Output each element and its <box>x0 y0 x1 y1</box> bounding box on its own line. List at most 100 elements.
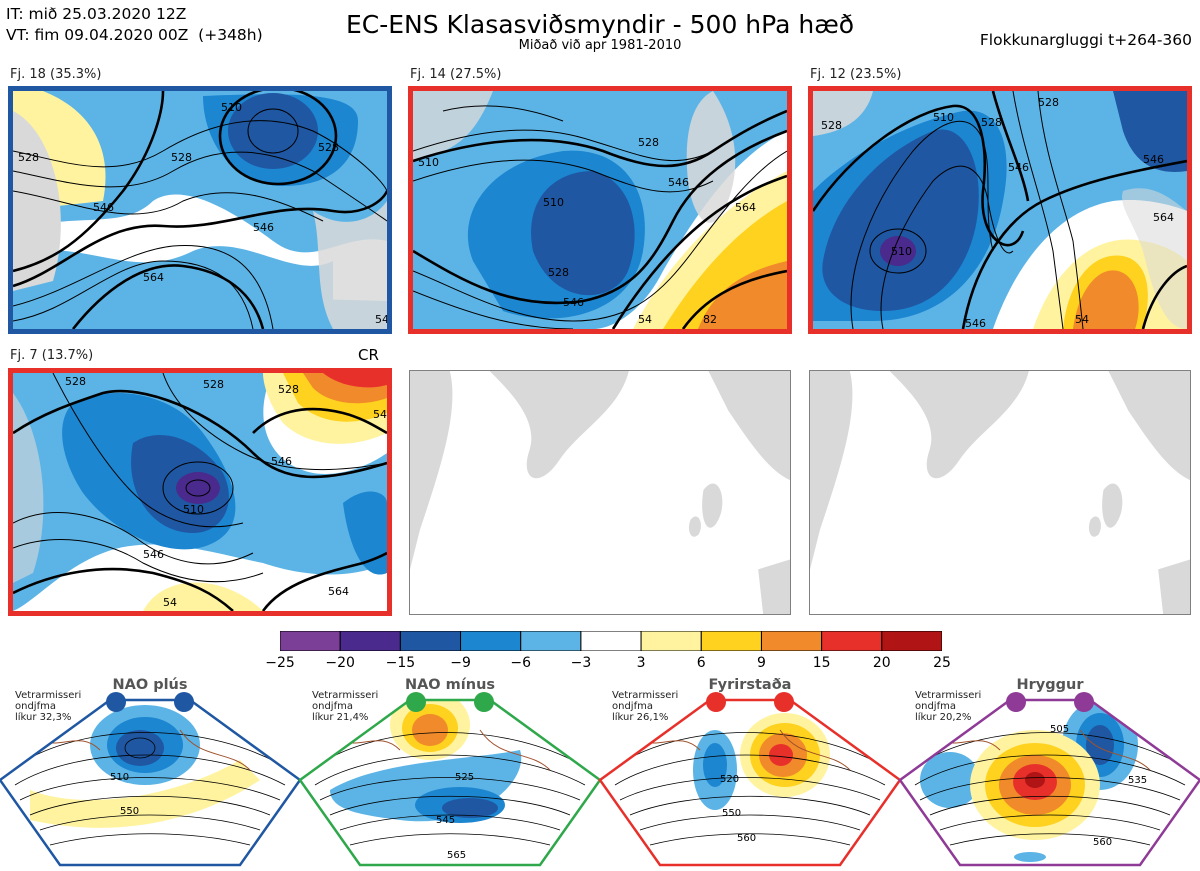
clustering-window: Flokkunargluggi t+264-360 <box>979 31 1192 49</box>
valid-time: VT: fim 09.04.2020 00Z (+348h) <box>6 26 263 44</box>
colorbar-svg <box>280 631 942 651</box>
regime-title-nao-minus: NAO mínus <box>404 677 496 693</box>
colorbar-tick-label: 20 <box>872 655 891 671</box>
colorbar-tick-label: −9 <box>450 655 471 671</box>
contour-label: 564 <box>1153 211 1174 224</box>
regime-contour-label: 560 <box>737 833 756 844</box>
regime-contour-label: 550 <box>722 808 741 819</box>
colorbar-swatch <box>760 631 823 651</box>
cluster-map-3-svg: 528 510 528 528 546 564 546 546 510 54 <box>813 91 1187 329</box>
contour-label: 510 <box>418 156 439 169</box>
contour-label: 528 <box>65 375 86 388</box>
contour-label: 564 <box>735 201 756 214</box>
regime-dot <box>1074 692 1094 712</box>
cluster-map-4: 528 510 528 546 546 564 54 528 54 <box>8 368 392 616</box>
regime-dot <box>774 692 794 712</box>
colorbar-tick-label: 9 <box>756 655 766 671</box>
empty-map-2-svg <box>810 371 1190 614</box>
colorbar-swatch <box>280 631 341 651</box>
regime-map-blocking <box>600 700 900 865</box>
colorbar-tick-label: 3 <box>636 655 646 671</box>
cluster-label-4: Fj. 7 (13.7%) <box>10 348 94 363</box>
regime-dot <box>474 692 494 712</box>
regime-contour-label: 520 <box>720 774 739 785</box>
regime-contour-label: 560 <box>1093 837 1112 848</box>
regime-dot <box>706 692 726 712</box>
contour-label: 546 <box>1008 161 1029 174</box>
colorbar-tick-label: 25 <box>933 655 951 671</box>
page-subtitle: Miðað við apr 1981-2010 <box>518 38 682 53</box>
colorbar-tick-label: −3 <box>570 655 592 671</box>
cluster-map-3: 528 510 528 528 546 564 546 546 510 54 <box>808 86 1192 334</box>
colorbar-swatch <box>339 631 401 651</box>
contour-label: 54 <box>1075 313 1089 326</box>
cluster-label-2: Fj. 14 (27.5%) <box>410 67 502 82</box>
contour-label: 54 <box>638 313 652 326</box>
cluster-label-3: Fj. 12 (23.5%) <box>810 67 902 82</box>
contour-label: 54 <box>373 408 387 421</box>
contour-label: 546 <box>93 201 114 214</box>
contour-label: 82 <box>703 313 717 326</box>
contour-label: 528 <box>18 151 39 164</box>
cluster-map-2: 510 528 546 546 510 528 564 82 54 <box>408 86 792 334</box>
colorbar-swatch <box>700 631 762 651</box>
colorbar-swatch <box>520 631 582 651</box>
contour-label: 510 <box>543 196 564 209</box>
contour-label: 528 <box>638 136 659 149</box>
colorbar-tick-label: −6 <box>510 655 532 671</box>
cluster-label-1: Fj. 18 (35.3%) <box>10 67 102 82</box>
contour-label: 54 <box>375 313 387 326</box>
contour-label: 54 <box>163 596 177 609</box>
regime-title-ridge: Hryggur <box>1016 677 1084 693</box>
regime-contour-label: 565 <box>447 850 466 861</box>
contour-label: 528 <box>981 116 1002 129</box>
contour-label: 546 <box>965 317 986 329</box>
contour-label: 564 <box>143 271 164 284</box>
colorbar-swatch <box>460 631 522 651</box>
regime-dot <box>406 692 426 712</box>
colorbar-tick-label: −20 <box>325 655 355 671</box>
regime-dot <box>1006 692 1026 712</box>
colorbar-swatch <box>821 631 883 651</box>
regime-title-nao-plus: NAO plús <box>112 677 188 693</box>
colorbar-swatch <box>399 631 462 651</box>
colorbar <box>280 631 942 651</box>
regime-contour-label: 525 <box>455 772 474 783</box>
cluster-map-4-svg: 528 510 528 546 546 564 54 528 54 <box>13 373 387 611</box>
page-title: EC-ENS Klasasviðsmyndir - 500 hPa hæð <box>345 10 855 39</box>
cluster-map-1-svg: 528 528 546 546 564 510 528 54 <box>13 91 387 329</box>
cr-tag: CR <box>358 346 379 364</box>
contour-label: 528 <box>1038 96 1059 109</box>
empty-map-1 <box>409 370 791 615</box>
regime-info-nao-plus: Vetrarmisseri ondjfma líkur 32,3% <box>15 690 82 723</box>
regime-dot <box>174 692 194 712</box>
empty-map-2 <box>809 370 1191 615</box>
contour-label: 546 <box>668 176 689 189</box>
regime-dot <box>106 692 126 712</box>
contour-label: 546 <box>1143 153 1164 166</box>
colorbar-tick-label: 15 <box>812 655 831 671</box>
contour-label: 510 <box>221 101 242 114</box>
issue-time: IT: mið 25.03.2020 12Z <box>6 5 187 23</box>
regime-contour-label: 510 <box>110 772 129 783</box>
colorbar-tick-label: 6 <box>696 655 706 671</box>
regime-contour-label: 545 <box>436 815 455 826</box>
cluster-map-1: 528 528 546 546 564 510 528 54 <box>8 86 392 334</box>
contour-label: 510 <box>933 111 954 124</box>
colorbar-tick-label: −15 <box>385 655 416 671</box>
contour-label: 528 <box>318 141 339 154</box>
contour-label: 546 <box>271 455 292 468</box>
colorbar-swatch <box>640 631 702 651</box>
colorbar-swatch <box>881 631 942 651</box>
contour-label: 528 <box>278 383 299 396</box>
colorbar-swatch <box>580 631 642 651</box>
contour-label: 546 <box>143 548 164 561</box>
regime-contour-label: 505 <box>1050 724 1069 735</box>
regime-info-nao-minus: Vetrarmisseri ondjfma líkur 21,4% <box>312 690 379 723</box>
contour-label: 528 <box>821 119 842 132</box>
contour-label: 528 <box>548 266 569 279</box>
contour-label: 510 <box>183 503 204 516</box>
regime-info-ridge: Vetrarmisseri ondjfma líkur 20,2% <box>915 690 982 723</box>
contour-label: 528 <box>203 378 224 391</box>
regime-fans: 510 550 525 545 565 520 550 560 505 535 … <box>0 698 1200 867</box>
